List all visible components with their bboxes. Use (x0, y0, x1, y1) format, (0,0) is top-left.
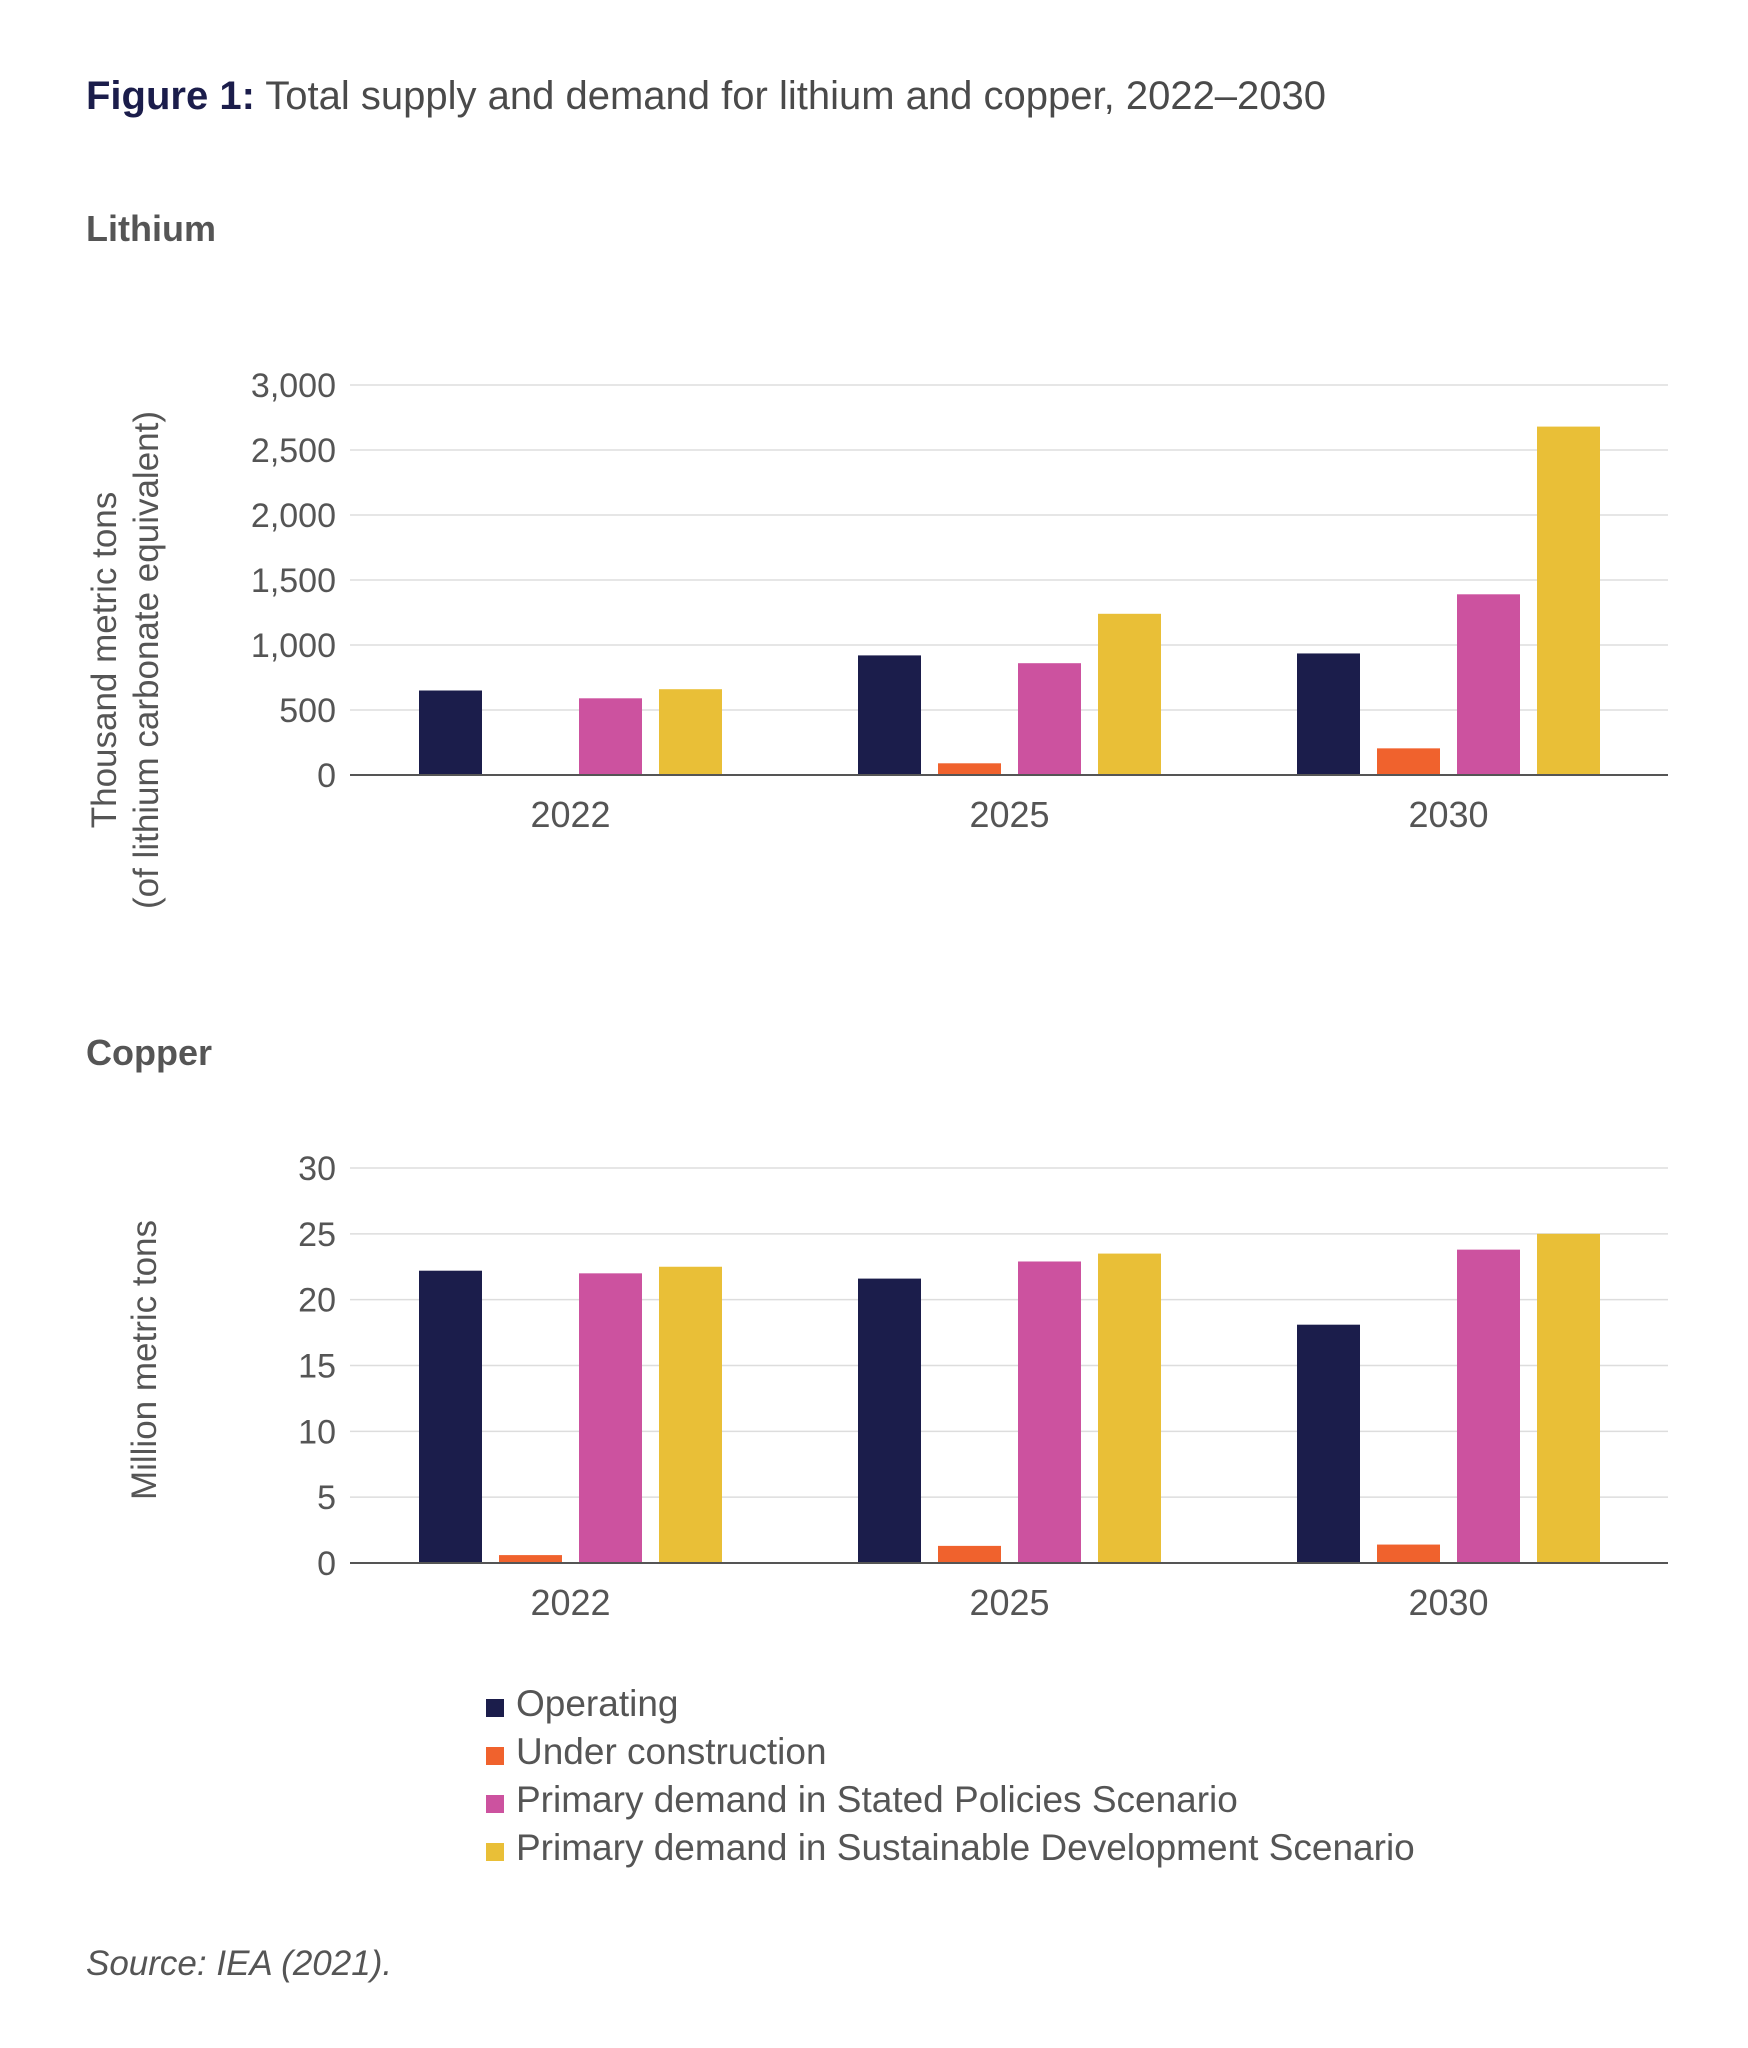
lithium-y-tick-label: 2,000 (251, 497, 336, 535)
chart-legend: Operating Under construction Primary deman… (486, 1680, 1415, 1872)
legend-swatch (486, 1795, 504, 1813)
lithium-y-tick-label: 500 (279, 692, 336, 730)
copper-x-category-label: 2022 (530, 1582, 610, 1623)
copper-bar-under-construction-2022 (499, 1555, 562, 1563)
copper-y-tick-label: 25 (298, 1216, 336, 1254)
figure-title-text: Total supply and demand for lithium and … (254, 74, 1327, 118)
copper-bar-operating-2025 (858, 1278, 921, 1563)
lithium-bar-primary-demand-in-sustainable-development-scenario-2025 (1098, 613, 1161, 775)
copper-x-category-label: 2030 (1408, 1582, 1488, 1623)
lithium-bar-operating-2030 (1297, 653, 1360, 775)
legend-swatch (486, 1747, 504, 1765)
copper-bar-primary-demand-in-stated-policies-scenario-2030 (1457, 1249, 1520, 1563)
lithium-bar-primary-demand-in-stated-policies-scenario-2030 (1457, 594, 1520, 775)
legend-label: Primary demand in Sustainable Developmen… (516, 1827, 1415, 1868)
copper-bar-primary-demand-in-sustainable-development-scenario-2030 (1537, 1233, 1600, 1563)
figure-title-prefix: Figure 1: (86, 74, 255, 118)
lithium-bar-under-construction-2025 (938, 763, 1001, 775)
legend-item-primary-demand-in-stated-policies-scenario: Primary demand in Stated Policies Scenar… (486, 1776, 1415, 1824)
lithium-y-tick-label: 0 (317, 757, 336, 795)
copper-bar-primary-demand-in-sustainable-development-scenario-2025 (1098, 1253, 1161, 1563)
lithium-y-tick-label: 1,500 (251, 562, 336, 600)
legend-label: Under construction (516, 1731, 827, 1772)
copper-y-tick-label: 10 (298, 1413, 336, 1451)
lithium-y-axis-title: (of lithium carbonate equivalent) (127, 411, 166, 909)
legend-label: Primary demand in Stated Policies Scenar… (516, 1779, 1238, 1820)
copper-bar-under-construction-2025 (938, 1545, 1001, 1563)
lithium-y-tick-label: 3,000 (251, 367, 336, 405)
lithium-bar-operating-2025 (858, 655, 921, 775)
lithium-bar-primary-demand-in-sustainable-development-scenario-2022 (659, 689, 722, 775)
lithium-x-category-label: 2025 (969, 794, 1049, 835)
lithium-bar-primary-demand-in-stated-policies-scenario-2025 (1018, 663, 1081, 775)
lithium-panel-title: Lithium (86, 208, 216, 249)
copper-y-axis-title: Million metric tons (125, 1220, 164, 1500)
lithium-y-axis-title: Thousand metric tons (85, 492, 124, 829)
source-note: Source: IEA (2021). (86, 1944, 393, 1983)
copper-bar-under-construction-2030 (1377, 1544, 1440, 1563)
lithium-bar-chart: 0 500 1,000 1,500 2,000 2,500 3,000 2022 2025 203… (85, 367, 1668, 909)
figure-title: Figure 1: Total supply and demand for li… (86, 74, 1326, 119)
lithium-bar-primary-demand-in-sustainable-development-scenario-2030 (1537, 426, 1600, 775)
copper-x-category-label: 2025 (969, 1582, 1049, 1623)
legend-label: Operating (516, 1683, 679, 1724)
lithium-x-category-label: 2022 (530, 794, 610, 835)
copper-y-tick-label: 5 (317, 1479, 336, 1517)
legend-item-primary-demand-in-sustainable-development-scenario: Primary demand in Sustainable Developmen… (486, 1824, 1415, 1872)
copper-y-tick-label: 15 (298, 1348, 336, 1386)
legend-swatch (486, 1699, 504, 1717)
copper-y-tick-label: 20 (298, 1282, 336, 1320)
lithium-x-category-label: 2030 (1408, 794, 1488, 835)
legend-item-under-construction: Under construction (486, 1728, 1415, 1776)
legend-item-operating: Operating (486, 1680, 1415, 1728)
copper-y-tick-label: 0 (317, 1545, 336, 1583)
lithium-bar-under-construction-2030 (1377, 748, 1440, 775)
legend-swatch (486, 1843, 504, 1861)
copper-bar-primary-demand-in-stated-policies-scenario-2025 (1018, 1261, 1081, 1563)
copper-bar-primary-demand-in-sustainable-development-scenario-2022 (659, 1266, 722, 1563)
lithium-y-tick-label: 2,500 (251, 432, 336, 470)
copper-y-tick-label: 30 (298, 1150, 336, 1188)
lithium-y-tick-label: 1,000 (251, 627, 336, 665)
lithium-bar-operating-2022 (419, 690, 482, 775)
copper-panel-title: Copper (86, 1032, 212, 1073)
lithium-bar-primary-demand-in-stated-policies-scenario-2022 (579, 698, 642, 775)
copper-bar-operating-2022 (419, 1270, 482, 1563)
copper-bar-primary-demand-in-stated-policies-scenario-2022 (579, 1273, 642, 1563)
copper-bar-operating-2030 (1297, 1324, 1360, 1563)
